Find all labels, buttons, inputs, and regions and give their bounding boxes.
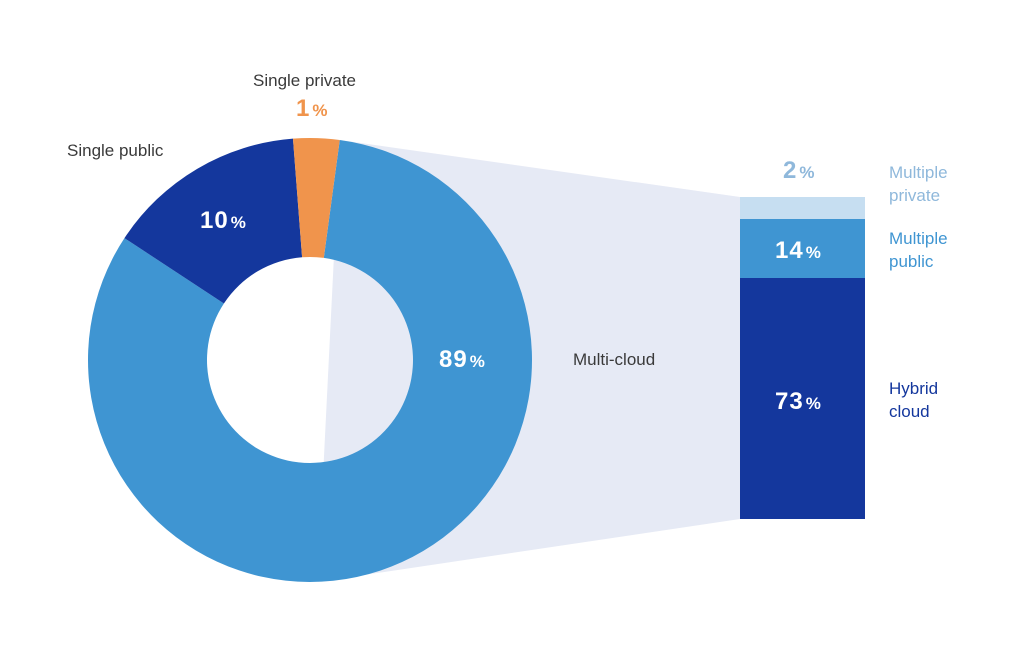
slice-multi-cloud — [88, 140, 532, 583]
bar-multiple-private — [740, 197, 865, 219]
label-multiple-private: Multiple private — [889, 163, 948, 205]
bar-hybrid-cloud — [740, 278, 865, 519]
label-multiple-public: Multiple public — [889, 229, 948, 271]
label-single-private: Single private — [253, 71, 357, 90]
value-single-private: 1% — [296, 95, 329, 122]
slice-single-private — [292, 138, 340, 258]
label-hybrid-cloud: Hybrid cloud — [889, 379, 939, 421]
value-multiple-private: 2% — [783, 157, 816, 184]
label-single-public: Single public — [67, 141, 164, 160]
value-multiple-public: 14% — [775, 237, 822, 264]
value-multi-cloud: 89% — [439, 346, 486, 373]
value-hybrid-cloud: 73% — [775, 388, 822, 415]
label-multi-cloud: Multi-cloud — [573, 350, 656, 369]
bar-multiple-public — [740, 219, 865, 278]
value-single-public: 10% — [200, 207, 247, 234]
slice-single-public — [124, 138, 303, 304]
